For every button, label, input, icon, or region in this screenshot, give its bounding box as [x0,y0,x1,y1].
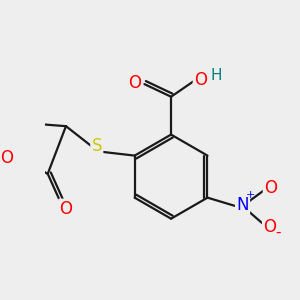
Text: +: + [245,190,255,200]
Text: O: O [194,71,207,89]
Text: O: O [0,149,13,167]
Text: N: N [236,196,249,214]
Text: O: O [264,179,277,197]
Text: O: O [128,74,141,92]
Text: O: O [263,218,276,236]
Text: H: H [211,68,222,83]
Text: -: - [276,225,281,240]
Text: O: O [59,200,73,218]
Text: S: S [92,137,102,155]
